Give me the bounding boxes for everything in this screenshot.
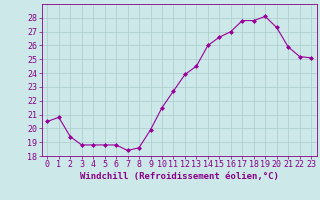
X-axis label: Windchill (Refroidissement éolien,°C): Windchill (Refroidissement éolien,°C)	[80, 172, 279, 181]
